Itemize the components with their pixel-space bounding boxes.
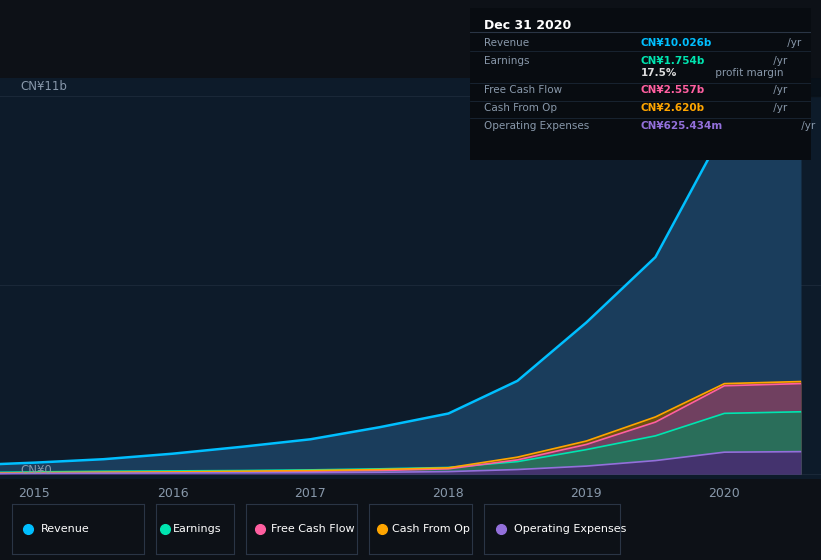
Text: Dec 31 2020: Dec 31 2020 bbox=[484, 19, 571, 32]
Text: /yr: /yr bbox=[769, 55, 787, 66]
Text: CN¥10.026b: CN¥10.026b bbox=[641, 38, 712, 48]
Bar bbox=[539, 78, 821, 96]
Text: /yr: /yr bbox=[769, 85, 787, 95]
Text: /yr: /yr bbox=[769, 103, 787, 113]
Text: CN¥625.434m: CN¥625.434m bbox=[641, 120, 723, 130]
Text: /yr: /yr bbox=[798, 120, 815, 130]
Text: Earnings: Earnings bbox=[173, 524, 222, 534]
Text: Operating Expenses: Operating Expenses bbox=[484, 120, 589, 130]
Text: Operating Expenses: Operating Expenses bbox=[514, 524, 626, 534]
Text: CN¥2.557b: CN¥2.557b bbox=[641, 85, 705, 95]
Text: Revenue: Revenue bbox=[41, 524, 90, 534]
Text: Free Cash Flow: Free Cash Flow bbox=[484, 85, 562, 95]
Text: Cash From Op: Cash From Op bbox=[392, 524, 470, 534]
Text: profit margin: profit margin bbox=[713, 68, 784, 78]
Text: CN¥1.754b: CN¥1.754b bbox=[641, 55, 705, 66]
Text: Free Cash Flow: Free Cash Flow bbox=[271, 524, 355, 534]
Text: CN¥2.620b: CN¥2.620b bbox=[641, 103, 705, 113]
Text: /yr: /yr bbox=[784, 38, 801, 48]
Text: Earnings: Earnings bbox=[484, 55, 530, 66]
Text: Revenue: Revenue bbox=[484, 38, 530, 48]
Text: Cash From Op: Cash From Op bbox=[484, 103, 557, 113]
Text: 17.5%: 17.5% bbox=[641, 68, 677, 78]
Text: CN¥0: CN¥0 bbox=[21, 464, 53, 477]
Text: CN¥11b: CN¥11b bbox=[21, 80, 67, 94]
